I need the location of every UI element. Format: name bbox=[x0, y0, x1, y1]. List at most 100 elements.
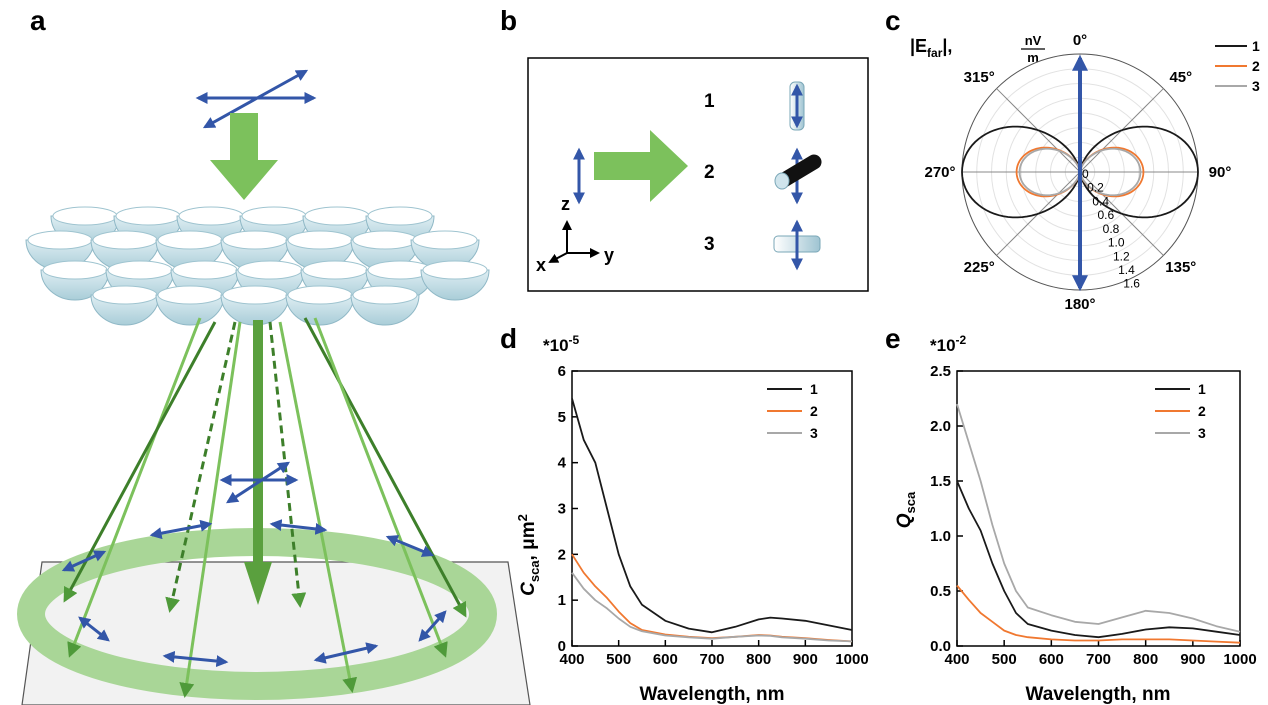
multiplier-exp: -2 bbox=[956, 333, 967, 347]
ray-dashed bbox=[268, 321, 307, 608]
multiplier-exp: -5 bbox=[569, 333, 580, 347]
microbowl-opening bbox=[287, 230, 353, 250]
y-tick-label: 2.5 bbox=[930, 363, 951, 380]
axis-x bbox=[548, 252, 568, 263]
polar-ylabel-main: |E bbox=[910, 36, 927, 56]
polar-angle-label: 0° bbox=[1073, 32, 1087, 49]
y-tick-label: 1.5 bbox=[930, 473, 951, 490]
x-tick-label: 1000 bbox=[1223, 651, 1256, 668]
microbowl-opening bbox=[304, 206, 370, 226]
ylabel-symbol: Q bbox=[894, 513, 915, 528]
y-tick-label: 0.5 bbox=[930, 583, 951, 600]
microbowl-opening bbox=[92, 230, 158, 250]
microbowl-opening bbox=[157, 285, 223, 305]
polarization-arrow bbox=[78, 616, 110, 642]
x-tick-label: 600 bbox=[1039, 651, 1064, 668]
x-tick-label: 500 bbox=[606, 651, 631, 668]
axis-x-label: x bbox=[536, 255, 546, 275]
y-tick-label: 4 bbox=[558, 455, 567, 472]
ray bbox=[179, 321, 242, 698]
polar-radial-tick: 1.0 bbox=[1108, 236, 1125, 250]
microbowl-opening bbox=[42, 260, 108, 280]
chart-e: 400 500 600 700 800 900 1000 0.0 0.5 1.0 1.5 2.0 2.5… bbox=[930, 363, 1257, 668]
line-series-3 bbox=[571, 572, 853, 643]
polarization-arrow bbox=[162, 650, 229, 668]
polar-ylabel: |Efar|, bbox=[910, 36, 952, 60]
microbowl-array bbox=[25, 206, 490, 326]
panel-e-multiplier: *10-2 bbox=[930, 333, 967, 355]
polar-legend: 1 2 3 bbox=[1215, 38, 1260, 94]
panel-a: a bbox=[17, 5, 531, 705]
panel-e: e *10-2 Qsca Wavelength, nm 400 500 600 700… bbox=[885, 323, 1257, 705]
panel-e-label: e bbox=[885, 323, 901, 354]
y-tick-label: 0 bbox=[558, 638, 566, 655]
polarization-arrow bbox=[225, 461, 291, 504]
ray bbox=[303, 317, 467, 618]
panel-d-label: d bbox=[500, 323, 517, 354]
polar-angle-label: 270° bbox=[924, 164, 955, 181]
y-tick-label: 0.0 bbox=[930, 638, 951, 655]
microbowl-opening bbox=[287, 285, 353, 305]
polar-plot: 0° 45° 90° 135° 180° 225° 270° 315° 00.20.40.60.… bbox=[924, 32, 1231, 313]
x-tick-label: 700 bbox=[699, 651, 724, 668]
y-tick-label: 6 bbox=[558, 363, 566, 380]
multiplier-base: *10 bbox=[543, 336, 569, 355]
panel-c-label: c bbox=[885, 5, 901, 36]
line-series-2 bbox=[956, 584, 1241, 644]
microbowl-opening bbox=[107, 260, 173, 280]
ylabel-sub: sca bbox=[527, 560, 542, 582]
ray-dashed bbox=[165, 321, 237, 613]
microbowl-opening bbox=[302, 260, 368, 280]
y-tick-label: 3 bbox=[558, 501, 566, 518]
polar-angle-label: 90° bbox=[1209, 164, 1232, 181]
ylabel-sub: sca bbox=[903, 491, 918, 513]
ray bbox=[67, 317, 202, 658]
x-tick-label: 800 bbox=[1133, 651, 1158, 668]
legend-label: 1 bbox=[1198, 381, 1206, 397]
legend-label: 2 bbox=[1252, 58, 1260, 74]
polar-angle-label: 315° bbox=[964, 69, 995, 86]
microbowl-opening bbox=[352, 230, 418, 250]
polar-ylabel-tail: |, bbox=[942, 36, 952, 56]
chart-d: 400 500 600 700 800 900 1000 0 1 2 3 4 5 6 1 2 3 bbox=[558, 363, 869, 668]
y-tick-label: 5 bbox=[558, 409, 566, 426]
microbowl-opening bbox=[237, 260, 303, 280]
multiplier-base: *10 bbox=[930, 336, 956, 355]
polar-unit-den: m bbox=[1027, 50, 1039, 65]
ring-polarization-arrows bbox=[61, 461, 447, 668]
microbowl-opening bbox=[412, 230, 478, 250]
x-tick-label: 500 bbox=[992, 651, 1017, 668]
microbowl-opening bbox=[352, 285, 418, 305]
panel-b-label: b bbox=[500, 5, 517, 36]
y-tick-label: 1.0 bbox=[930, 528, 951, 545]
polar-angle-label: 45° bbox=[1169, 69, 1192, 86]
x-tick-label: 700 bbox=[1086, 651, 1111, 668]
ylabel-exp: 2 bbox=[515, 514, 530, 521]
x-tick-label: 800 bbox=[746, 651, 771, 668]
legend-label: 2 bbox=[810, 403, 818, 419]
legend-label: 1 bbox=[1252, 38, 1260, 54]
polarization-arrow bbox=[149, 519, 213, 540]
polar-angle-label: 180° bbox=[1064, 296, 1095, 313]
line-series-2 bbox=[571, 553, 853, 643]
line-series-3 bbox=[956, 403, 1241, 633]
y-tick-label: 2.0 bbox=[930, 418, 951, 435]
polarization-arrow bbox=[269, 519, 328, 535]
microbowl-opening bbox=[52, 206, 118, 226]
panel-d-ylabel: Csca, μm2 bbox=[515, 514, 542, 596]
polarization-arrow bbox=[418, 610, 447, 642]
incident-beam-arrow bbox=[594, 130, 688, 202]
row-label-3: 3 bbox=[704, 234, 715, 255]
ylabel-unit: , μm bbox=[518, 521, 539, 560]
polar-ylabel-sub: far bbox=[927, 46, 943, 60]
row-label-1: 1 bbox=[704, 91, 715, 112]
line-series-1 bbox=[956, 480, 1241, 639]
panel-e-ylabel: Qsca bbox=[894, 491, 918, 528]
polarization-arrow bbox=[61, 550, 107, 572]
line-series-1 bbox=[571, 398, 853, 634]
polar-radial-tick: 0.8 bbox=[1103, 222, 1120, 236]
ylabel-symbol: C bbox=[518, 582, 539, 596]
polar-radial-tick: 0.2 bbox=[1087, 181, 1104, 195]
panel-c: c |Efar|, nV m 0° 45° 90° 135° 180° 225° 270° 3… bbox=[885, 5, 1260, 313]
polar-radial-tick: 1.6 bbox=[1123, 277, 1140, 291]
